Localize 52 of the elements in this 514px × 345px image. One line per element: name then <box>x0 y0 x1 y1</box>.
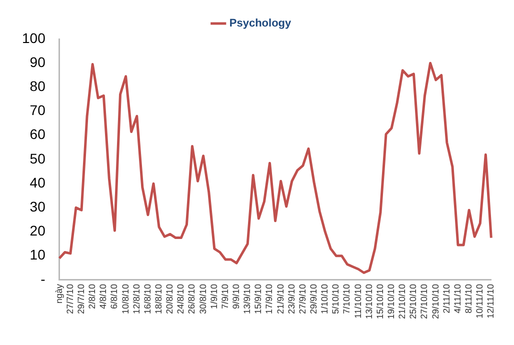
x-tick-label: 25/10/10 <box>408 284 418 320</box>
x-tick-label: 9/9/10 <box>231 284 242 309</box>
x-tick-label: 23/9/10 <box>286 284 296 314</box>
y-tick-label: 70 <box>30 102 46 118</box>
x-tick-label: 21/10/10 <box>397 284 408 320</box>
x-tick-label: 30/8/10 <box>198 284 208 314</box>
y-tick-label: - <box>40 270 46 287</box>
y-tick-label: 60 <box>30 126 46 142</box>
x-tick-label: 7/9/10 <box>220 284 230 309</box>
x-tick-label: 18/8/10 <box>154 284 164 314</box>
x-tick-label: 10/11/10 <box>474 284 485 318</box>
y-tick-label: 90 <box>30 54 46 70</box>
x-tick-label: 27/10/10 <box>419 284 430 320</box>
x-tick-label: 13/10/10 <box>364 284 374 320</box>
x-tick-label: 15/10/10 <box>374 284 385 320</box>
x-tick-label: 20/8/10 <box>164 284 175 314</box>
y-tick-label: 100 <box>22 30 46 46</box>
x-tick-label: 6/8/10 <box>109 284 120 309</box>
x-tick-label: 17/9/10 <box>264 284 274 314</box>
x-tick-label: 2/8/10 <box>87 284 98 309</box>
x-tick-label: 2/11/10 <box>441 284 452 314</box>
x-tick-label: 7/10/10 <box>342 284 352 314</box>
y-tick-label: 10 <box>30 246 46 263</box>
x-tick-label: 1/10/10 <box>320 284 330 314</box>
x-tick-label: 21/9/10 <box>275 284 286 314</box>
x-tick-label: 12/8/10 <box>131 284 142 314</box>
x-tick-label: 11/10/10 <box>352 284 363 318</box>
y-tick-label: 20 <box>30 222 46 239</box>
x-tick-label: 1/9/10 <box>208 284 219 309</box>
x-tick-label: 15/9/10 <box>253 284 264 314</box>
legend-label: Psychology <box>229 18 292 30</box>
x-tick-label: 16/8/10 <box>142 284 152 314</box>
x-tick-label: 24/8/10 <box>176 284 186 314</box>
y-tick-label: 80 <box>30 78 46 94</box>
x-tick-label: 27/7/10 <box>64 284 75 314</box>
x-tick-label: 5/10/10 <box>330 284 341 314</box>
x-tick-label: 12/11/10 <box>486 284 496 318</box>
x-tick-label: 29/7/10 <box>76 284 86 314</box>
y-tick-label: 30 <box>30 198 46 215</box>
x-tick-label: 13/9/10 <box>242 284 252 314</box>
x-tick-label: 8/11/10 <box>464 284 474 314</box>
x-tick-label: ngày <box>54 283 64 304</box>
x-tick-label: 26/8/10 <box>186 284 197 314</box>
x-tick-label: 4/11/10 <box>452 284 462 314</box>
x-tick-label: 29/9/10 <box>308 284 319 314</box>
y-tick-label: 50 <box>30 150 46 166</box>
y-tick-label: 40 <box>30 174 46 190</box>
x-tick-label: 29/10/10 <box>430 284 440 320</box>
x-tick-label: 4/8/10 <box>98 284 108 309</box>
x-tick-label: 27/9/10 <box>297 284 308 314</box>
x-tick-label: 10/8/10 <box>120 284 130 314</box>
x-tick-label: 19/10/10 <box>386 284 396 320</box>
